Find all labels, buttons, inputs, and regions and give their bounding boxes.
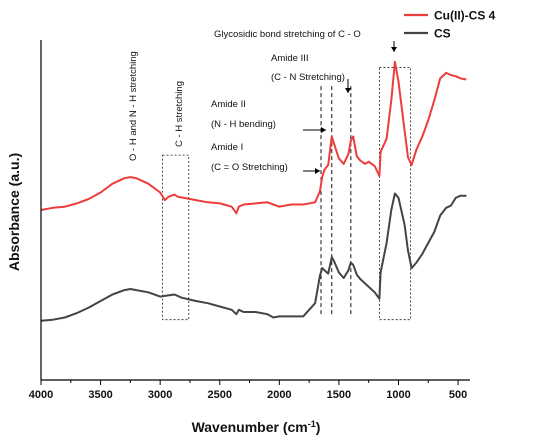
annotation-9: Glycosidic bond stretching of C - O (214, 29, 361, 40)
annotation-arrowhead-1 (345, 88, 351, 93)
x-axis-title-end: ) (316, 419, 321, 435)
annotations: O - H and N - H stretching C - H stretchi… (128, 29, 397, 174)
x-tick-label-3000: 3000 (148, 389, 172, 401)
x-tick-label-4000: 4000 (29, 389, 53, 401)
x-axis-title: Wavenumber (cm-1) (192, 419, 321, 435)
x-axis-title-sup: -1 (308, 419, 316, 429)
x-tick-label-500: 500 (449, 389, 467, 401)
region-box-1 (162, 154, 190, 321)
x-tick-label-3500: 3500 (88, 389, 112, 401)
annotation-arrowhead-3 (315, 168, 320, 174)
annotation-arrowhead-2 (321, 127, 326, 133)
series-line-1 (40, 60, 467, 215)
annotation-5: Amide II (211, 99, 246, 110)
plot-area (40, 60, 467, 322)
legend: Cu(II)-CS 4 CS (404, 9, 496, 41)
x-tick-label-2000: 2000 (267, 389, 291, 401)
annotation-3: Amide III (271, 53, 309, 64)
x-tick-label-1000: 1000 (386, 389, 410, 401)
annotation-1: O - H and N - H stretching (128, 51, 139, 161)
legend-label-1: Cu(II)-CS 4 (434, 9, 496, 23)
legend-label-2: CS (434, 27, 451, 41)
annotation-8: (C = O Stretching) (211, 162, 288, 173)
annotation-4: (C - N Stretching) (271, 72, 345, 83)
x-axis-title-main: Wavenumber (cm (192, 419, 308, 435)
annotation-arrowhead-4 (391, 47, 397, 52)
annotation-2: C - H stretching (174, 81, 185, 147)
y-axis-title: Absorbance (a.u.) (6, 153, 22, 271)
region-box-2 (379, 67, 411, 321)
x-tick-label-1500: 1500 (327, 389, 351, 401)
x-axis: 4000 3500 3000 2500 2000 1500 1000 500 (29, 379, 470, 401)
annotation-6: (N - H bending) (211, 119, 276, 130)
x-tick-label-2500: 2500 (208, 389, 232, 401)
series-line-2 (40, 192, 467, 322)
annotation-7: Amide I (211, 142, 243, 153)
